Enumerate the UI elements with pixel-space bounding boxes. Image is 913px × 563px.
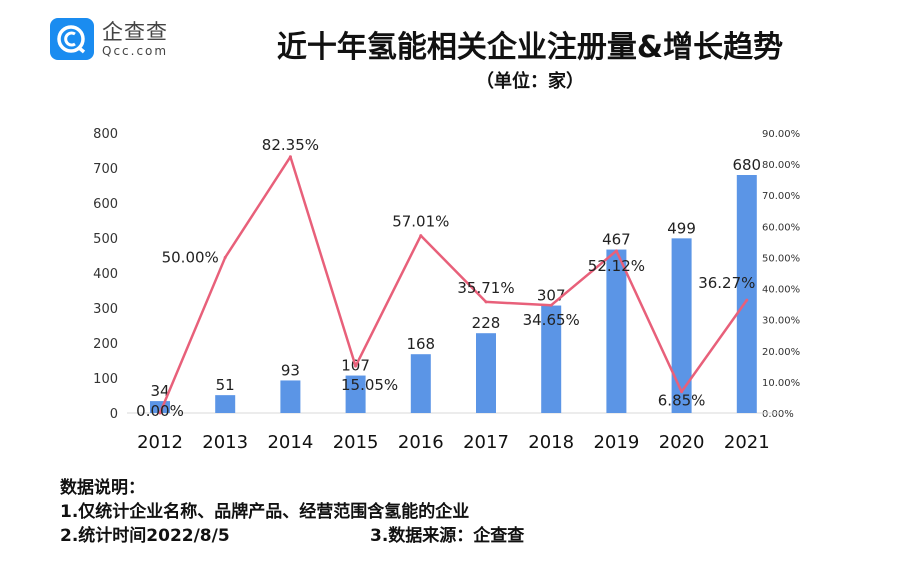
growth-rate-line: [158, 155, 748, 414]
bar-data-label: 499: [667, 219, 696, 237]
footer-heading: 数据说明：: [60, 478, 145, 498]
bar: [476, 333, 496, 413]
right-axis-tick-label: 0.00%: [762, 409, 794, 420]
left-axis-tick-label: 300: [93, 302, 118, 317]
growth-rate-data-label: 52.12%: [588, 257, 645, 275]
footer-note-2: 2.统计时间2022/8/5: [60, 526, 230, 546]
growth-rate-data-label: 35.71%: [457, 279, 514, 297]
bar: [280, 380, 301, 413]
footer-notes: 数据说明： 1.仅统计企业名称、品牌产品、经营范围含氢能的企业 2.统计时间20…: [60, 476, 524, 548]
growth-rate-point: [288, 155, 292, 159]
bar-data-label: 228: [472, 314, 501, 332]
growth-rate-data-label: 36.27%: [698, 274, 755, 292]
right-axis-tick-label: 90.00%: [762, 129, 800, 140]
left-axis-tick-label: 100: [93, 372, 118, 387]
bar: [345, 375, 366, 413]
bar-data-label: 680: [732, 156, 761, 174]
left-axis-tick-label: 600: [93, 197, 118, 212]
growth-rate-point: [354, 364, 358, 368]
x-axis-tick-label: 2014: [267, 432, 313, 453]
x-axis-tick-label: 2013: [202, 432, 248, 453]
growth-rate-point: [223, 255, 227, 259]
chart-subtitle: （单位：家）: [476, 71, 584, 92]
left-axis-tick-label: 800: [93, 127, 118, 142]
growth-rate-data-label: 82.35%: [262, 136, 319, 154]
growth-rate-data-label: 15.05%: [341, 376, 398, 394]
x-axis-tick-label: 2012: [137, 432, 183, 453]
x-axis-tick-label: 2019: [593, 432, 639, 453]
logo-name-en: Qcc.com: [102, 43, 169, 58]
left-axis-tick-label: 700: [93, 162, 118, 177]
right-axis-tick-label: 60.00%: [762, 222, 800, 233]
left-axis-tick-label: 400: [93, 267, 118, 282]
bar-data-label: 51: [216, 376, 235, 394]
bar: [410, 354, 431, 413]
right-axis-tick-label: 20.00%: [762, 347, 800, 358]
bar-data-label: 34: [150, 382, 169, 400]
right-axis-tick-label: 80.00%: [762, 160, 800, 171]
bar: [606, 249, 627, 413]
growth-rate-point: [680, 390, 684, 394]
left-axis-tick-label: 0: [110, 407, 118, 422]
qcc-logo-icon: [50, 18, 94, 60]
growth-rate-data-label: 50.00%: [162, 248, 219, 266]
bar: [150, 401, 170, 413]
bar-data-label: 93: [281, 361, 300, 379]
chart-title: 近十年氢能相关企业注册量&增长趋势: [276, 30, 784, 65]
x-axis-tick-label: 2018: [528, 432, 574, 453]
bar: [215, 395, 236, 413]
bar: [671, 238, 692, 413]
growth-rate-data-label: 34.65%: [523, 311, 580, 329]
x-axis-tick-label: 2015: [333, 432, 379, 453]
growth-rate-data-label: 0.00%: [136, 402, 184, 420]
right-axis-tick-label: 70.00%: [762, 191, 800, 202]
footer-note-1: 1.仅统计企业名称、品牌产品、经营范围含氢能的企业: [60, 502, 470, 522]
growth-rate-point: [484, 300, 488, 304]
right-axis-tick-label: 30.00%: [762, 316, 800, 327]
right-axis-tick-label: 50.00%: [762, 253, 800, 264]
growth-rate-point: [614, 249, 618, 253]
bar: [541, 305, 562, 413]
growth-rate-data-label: 57.01%: [392, 213, 449, 231]
left-axis-tick-label: 200: [93, 337, 118, 352]
right-axis-tick-label: 40.00%: [762, 285, 800, 296]
bar: [736, 175, 757, 413]
growth-rate-data-label: 6.85%: [658, 392, 706, 410]
footer-note-3: 3.数据来源：企查查: [370, 526, 525, 546]
qcc-logo: 企查查 Qcc.com: [50, 18, 168, 60]
logo-name-cn: 企查查: [102, 19, 168, 44]
x-axis-tick-label: 2021: [724, 432, 770, 453]
bar-data-label: 168: [406, 335, 435, 353]
growth-rate-point: [419, 234, 423, 238]
right-axis-tick-label: 10.00%: [762, 378, 800, 389]
growth-rate-point: [158, 411, 162, 415]
x-axis-tick-label: 2016: [398, 432, 444, 453]
x-axis-tick-label: 2017: [463, 432, 509, 453]
left-axis-tick-label: 500: [93, 232, 118, 247]
growth-rate-point: [549, 303, 553, 307]
x-axis-tick-label: 2020: [659, 432, 705, 453]
bar-data-label: 467: [602, 231, 631, 249]
growth-rate-point: [745, 298, 749, 302]
